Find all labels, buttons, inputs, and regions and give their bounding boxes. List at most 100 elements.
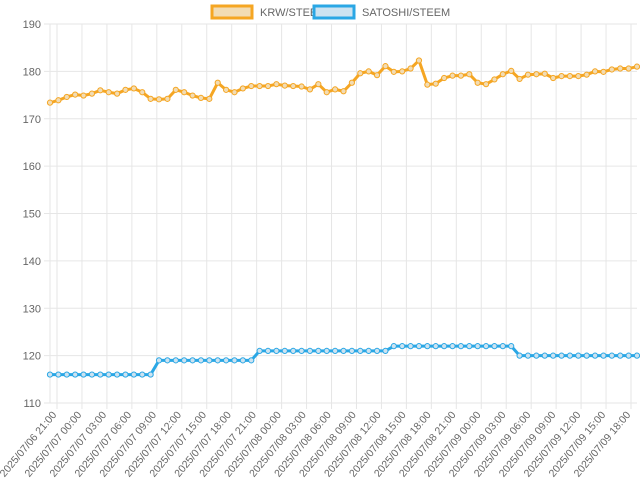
y-tick-label: 110 xyxy=(23,398,41,410)
data-point xyxy=(206,357,213,364)
series-satoshi-steem xyxy=(46,343,640,378)
data-point xyxy=(449,72,456,79)
data-point xyxy=(264,347,272,354)
data-point xyxy=(474,79,481,86)
data-point xyxy=(608,352,615,359)
data-point xyxy=(256,82,263,90)
data-point xyxy=(348,79,355,86)
legend-item: KRW/STEEM xyxy=(210,4,326,20)
data-point xyxy=(575,352,582,359)
data-point xyxy=(122,371,129,378)
data-point xyxy=(617,65,624,72)
y-tick-label: 180 xyxy=(23,66,41,78)
data-point xyxy=(625,352,632,359)
data-point xyxy=(466,71,473,78)
data-point xyxy=(306,347,314,354)
data-point xyxy=(88,371,96,378)
data-point xyxy=(499,343,506,350)
data-point xyxy=(382,347,389,354)
data-point xyxy=(617,352,624,359)
data-point xyxy=(348,347,355,354)
data-point xyxy=(181,357,188,364)
data-point xyxy=(63,371,70,378)
data-point xyxy=(432,80,439,87)
data-point xyxy=(516,75,523,83)
y-tick-label: 170 xyxy=(23,114,41,126)
data-point xyxy=(88,90,96,97)
data-point xyxy=(139,89,146,96)
data-point xyxy=(449,343,456,350)
y-tick-label: 130 xyxy=(23,303,41,315)
data-point xyxy=(541,352,548,359)
data-point xyxy=(223,357,230,364)
data-point xyxy=(457,343,464,350)
data-point xyxy=(332,86,339,93)
data-point xyxy=(407,343,414,350)
data-point xyxy=(130,371,137,378)
data-point xyxy=(113,371,121,378)
data-point xyxy=(533,352,540,359)
data-point xyxy=(390,68,397,75)
data-point xyxy=(625,65,632,72)
data-point xyxy=(365,68,372,75)
data-point xyxy=(55,371,62,378)
data-point xyxy=(147,95,154,102)
data-point xyxy=(214,79,221,86)
data-point xyxy=(399,68,406,75)
data-point xyxy=(80,371,87,378)
data-point xyxy=(181,89,188,96)
data-point xyxy=(390,343,397,350)
legend: KRW/STEEM SATOSHI/STEEM xyxy=(210,4,450,20)
y-tick-label: 160 xyxy=(23,161,41,173)
data-point xyxy=(72,91,79,98)
data-point xyxy=(315,347,322,354)
y-tick-label: 190 xyxy=(23,19,41,31)
data-point xyxy=(147,371,154,378)
data-point xyxy=(415,57,423,64)
data-point xyxy=(357,347,364,354)
legend-label: KRW/STEEM xyxy=(260,7,326,19)
data-point xyxy=(315,81,322,88)
data-point xyxy=(550,74,557,82)
data-point xyxy=(239,85,246,92)
data-point xyxy=(441,343,448,350)
data-point xyxy=(340,88,347,95)
series-line xyxy=(49,58,638,105)
data-point xyxy=(591,352,599,359)
data-point xyxy=(399,343,406,350)
data-point xyxy=(583,352,590,359)
legend-label: SATOSHI/STEEM xyxy=(362,7,450,19)
data-point xyxy=(482,81,490,88)
legend-swatch xyxy=(210,4,254,20)
data-point xyxy=(80,92,87,99)
data-point xyxy=(491,343,498,350)
data-point xyxy=(466,343,473,350)
data-point xyxy=(281,347,288,354)
data-point xyxy=(508,67,515,75)
data-point xyxy=(306,86,314,93)
data-point xyxy=(290,347,297,354)
data-point xyxy=(365,347,372,354)
data-point xyxy=(499,71,506,78)
data-point xyxy=(105,371,112,378)
data-point xyxy=(323,89,330,96)
data-point xyxy=(583,71,590,78)
data-point xyxy=(575,73,582,80)
data-point xyxy=(415,343,423,350)
data-point xyxy=(122,86,129,93)
data-point xyxy=(105,89,112,96)
data-point xyxy=(97,87,104,94)
data-point xyxy=(155,357,163,364)
data-point xyxy=(223,86,230,93)
data-point xyxy=(298,347,305,354)
data-point xyxy=(273,347,280,354)
data-point xyxy=(558,352,565,359)
data-point xyxy=(164,95,171,102)
data-point xyxy=(248,82,255,90)
data-point xyxy=(231,357,238,364)
data-point xyxy=(264,82,272,90)
data-point xyxy=(508,343,515,350)
data-point xyxy=(357,70,364,77)
y-tick-label: 140 xyxy=(23,256,41,268)
data-point xyxy=(172,357,179,364)
